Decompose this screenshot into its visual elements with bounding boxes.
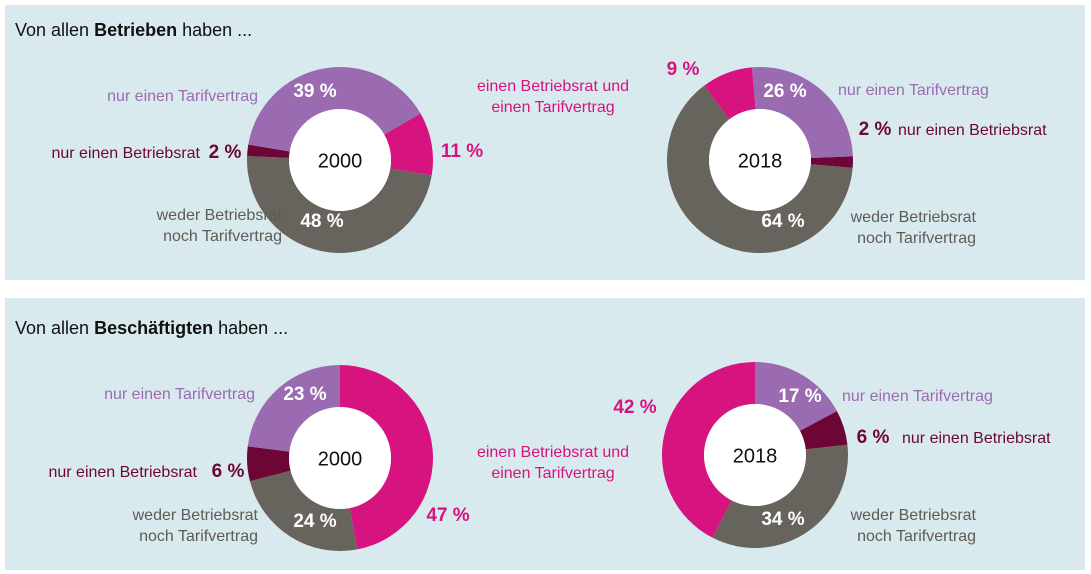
value-label: 2 %	[209, 142, 242, 163]
donut-segment	[755, 362, 837, 431]
value-label: 9 %	[667, 59, 700, 80]
donut-segment	[249, 470, 358, 552]
donut-segment	[384, 113, 433, 176]
donut-segment	[810, 156, 854, 168]
category-label: nur einen Tarifvertrag	[107, 88, 258, 105]
donut-segment	[246, 156, 432, 254]
center-label: 2000	[318, 150, 363, 172]
category-label: weder Betriebsrat noch Tarifvertrag	[132, 507, 258, 545]
panel-title: Von allen Betrieben haben ...	[15, 20, 252, 41]
value-label: 24 %	[293, 511, 336, 532]
center-label: 2018	[733, 445, 778, 467]
donut-segment	[340, 365, 434, 550]
donut-segment	[247, 446, 291, 482]
donut-segment	[662, 362, 755, 538]
category-label: nur einen Tarifvertrag	[104, 386, 255, 403]
value-label: 39 %	[293, 81, 336, 102]
value-label: 6 %	[857, 427, 890, 448]
category-label: nur einen Tarifvertrag	[842, 388, 993, 405]
title-part: haben ...	[177, 20, 253, 40]
title-part: Von allen	[15, 20, 95, 40]
category-label: nur einen Betriebsrat	[51, 145, 200, 162]
value-label: 11 %	[441, 141, 483, 162]
donut-hole	[704, 404, 806, 506]
value-label: 17 %	[778, 386, 821, 407]
donut-segment	[712, 444, 848, 548]
donut-segment	[799, 411, 848, 450]
value-label: 2 %	[859, 119, 892, 140]
value-label: 64 %	[761, 211, 804, 232]
donut-segment	[247, 144, 290, 158]
value-label: 47 %	[426, 505, 469, 526]
category-label: weder Betriebsrat noch Tarifvertrag	[156, 207, 282, 245]
category-label: nur einen Betriebsrat	[902, 430, 1051, 447]
donut-segment	[666, 85, 853, 253]
donut-hole	[289, 407, 391, 509]
value-label: 34 %	[761, 509, 804, 530]
panel	[5, 298, 1085, 570]
category-label: nur einen Tarifvertrag	[838, 82, 989, 99]
category-label: nur einen Betriebsrat	[898, 122, 1047, 139]
title-part: Beschäftigten	[94, 318, 214, 338]
donut-segment	[248, 67, 421, 152]
value-label: 42 %	[613, 397, 656, 418]
title-part: haben ...	[213, 318, 289, 338]
shared-label: einen Betriebsrat und einen Tarifvertrag	[476, 78, 630, 116]
title-part: Von allen	[15, 318, 95, 338]
center-label: 2018	[738, 150, 783, 172]
center-label: 2000	[318, 448, 363, 470]
value-label: 6 %	[212, 461, 245, 482]
value-label: 48 %	[300, 211, 343, 232]
category-label: weder Betriebsrat noch Tarifvertrag	[850, 507, 976, 545]
donut-hole	[709, 109, 811, 211]
category-label: weder Betriebsrat noch Tarifvertrag	[850, 209, 976, 247]
donut-hole	[289, 109, 391, 211]
donut-segment	[752, 67, 853, 158]
value-label: 26 %	[763, 81, 806, 102]
panel	[5, 5, 1085, 280]
donut-segment	[247, 365, 340, 452]
category-label: nur einen Betriebsrat	[48, 464, 197, 481]
donut-segment	[704, 67, 756, 120]
shared-label: einen Betriebsrat und einen Tarifvertrag	[476, 444, 630, 482]
title-part: Betrieben	[94, 20, 178, 40]
value-label: 23 %	[283, 384, 326, 405]
panel-title: Von allen Beschäftigten haben ...	[15, 318, 288, 339]
